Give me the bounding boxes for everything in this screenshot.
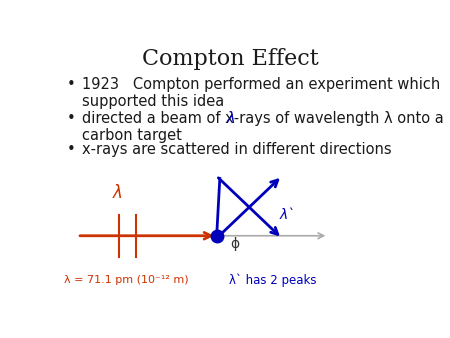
Text: λ: λ bbox=[227, 111, 236, 126]
Text: •: • bbox=[67, 77, 76, 92]
Text: 1923   Compton performed an experiment which
supported this idea: 1923 Compton performed an experiment whi… bbox=[82, 77, 441, 110]
Text: directed a beam of x-rays of wavelength λ onto a
carbon target: directed a beam of x-rays of wavelength … bbox=[82, 111, 444, 143]
Text: •: • bbox=[67, 142, 76, 157]
Text: λ = 71.1 pm (10⁻¹² m): λ = 71.1 pm (10⁻¹² m) bbox=[64, 275, 188, 285]
Text: Compton Effect: Compton Effect bbox=[142, 48, 319, 70]
Text: λ` has 2 peaks: λ` has 2 peaks bbox=[229, 273, 316, 287]
Text: ϕ: ϕ bbox=[230, 237, 240, 250]
Text: •: • bbox=[67, 111, 76, 126]
Text: x-rays are scattered in different directions: x-rays are scattered in different direct… bbox=[82, 142, 392, 157]
Text: λ: λ bbox=[112, 184, 122, 202]
Text: λ`: λ` bbox=[279, 208, 295, 222]
